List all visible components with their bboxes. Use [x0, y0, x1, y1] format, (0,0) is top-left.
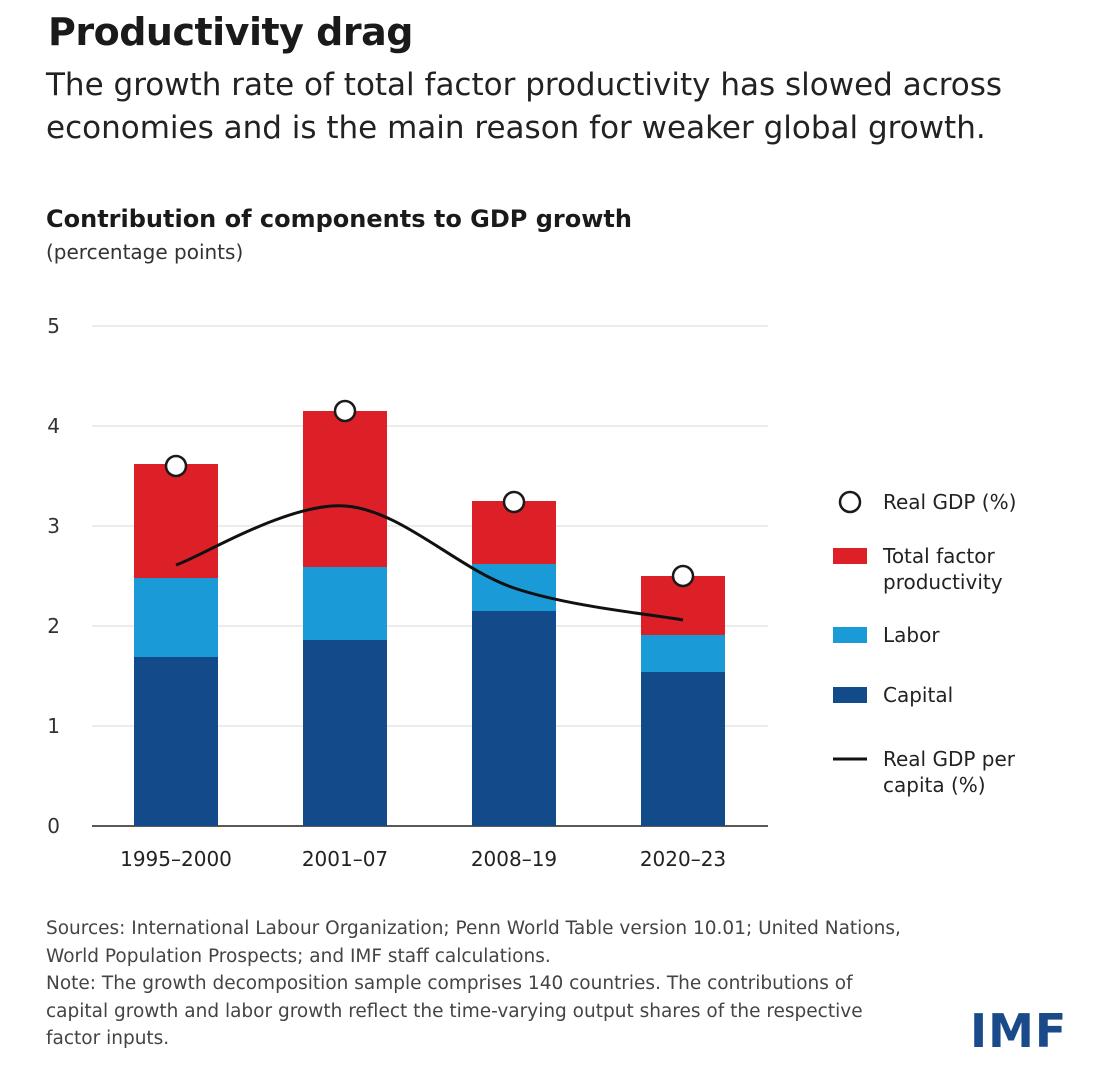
- x-tick-label: 2008–19: [471, 847, 557, 871]
- legend-label-gdp: Real GDP (%): [883, 490, 1016, 514]
- bar-total-factor-productivity: [303, 411, 387, 567]
- bar-labor: [134, 578, 218, 657]
- bar-labor: [303, 567, 387, 640]
- y-tick-label: 3: [47, 514, 60, 538]
- legend-label-tfp: productivity: [883, 570, 1003, 594]
- bar-capital: [303, 640, 387, 826]
- subtitle: The growth rate of total factor producti…: [46, 67, 1003, 146]
- x-tick-label: 2020–23: [640, 847, 726, 871]
- per-capita-line: [175, 504, 684, 622]
- legend-swatch-labor: [833, 627, 867, 643]
- y-tick-label: 4: [47, 414, 60, 438]
- chart-title: Contribution of components to GDP growth: [46, 205, 632, 233]
- legend-label-percap: Real GDP per: [883, 747, 1016, 771]
- series-line-real-gdp-per-capita: [175, 504, 684, 622]
- y-tick-label: 2: [47, 614, 60, 638]
- legend-swatch-real-gdp: [838, 490, 862, 514]
- bar-capital: [641, 672, 725, 826]
- legend-label-tfp: Total factor: [882, 544, 995, 568]
- x-axis-ticks: 1995–2000 2001–07 2008–19 2020–23: [120, 847, 726, 871]
- marker-real-gdp: [164, 454, 188, 478]
- bar-total-factor-productivity: [134, 464, 218, 578]
- y-tick-label: 5: [47, 314, 60, 338]
- marker-real-gdp: [671, 564, 695, 588]
- x-tick-label: 1995–2000: [120, 847, 232, 871]
- legend-label-labor: Labor: [883, 623, 940, 647]
- marker-real-gdp: [333, 399, 357, 423]
- bar-capital: [134, 657, 218, 826]
- y-axis-ticks: 0 1 2 3 4 5: [47, 314, 60, 838]
- legend-label-capital: Capital: [883, 683, 953, 707]
- marker-real-gdp: [502, 490, 526, 514]
- sources-note: Sources: International Labour Organizati…: [46, 918, 901, 967]
- stacked-bar-chart: 0 1 2 3 4 5 1995–2000 2001–07 2008–19 2020–23 Re…: [47, 314, 1016, 871]
- headline: Productivity drag: [48, 10, 413, 54]
- imf-logo: IMF: [970, 1004, 1068, 1058]
- footnotes: Sources: International Labour Organizati…: [46, 915, 916, 1053]
- bar-labor: [641, 635, 725, 672]
- chart-units: (percentage points): [46, 240, 244, 264]
- y-tick-label: 1: [47, 714, 60, 738]
- methodology-note: Note: The growth decomposition sample co…: [46, 973, 863, 1049]
- bars: [134, 411, 725, 826]
- legend-label-percap: capita (%): [883, 773, 986, 797]
- gdp-markers: [164, 399, 695, 588]
- y-tick-label: 0: [47, 814, 60, 838]
- legend-swatch-capital: [833, 687, 867, 703]
- x-tick-label: 2001–07: [302, 847, 388, 871]
- bar-capital: [472, 611, 556, 826]
- legend-swatch-tfp: [833, 548, 867, 564]
